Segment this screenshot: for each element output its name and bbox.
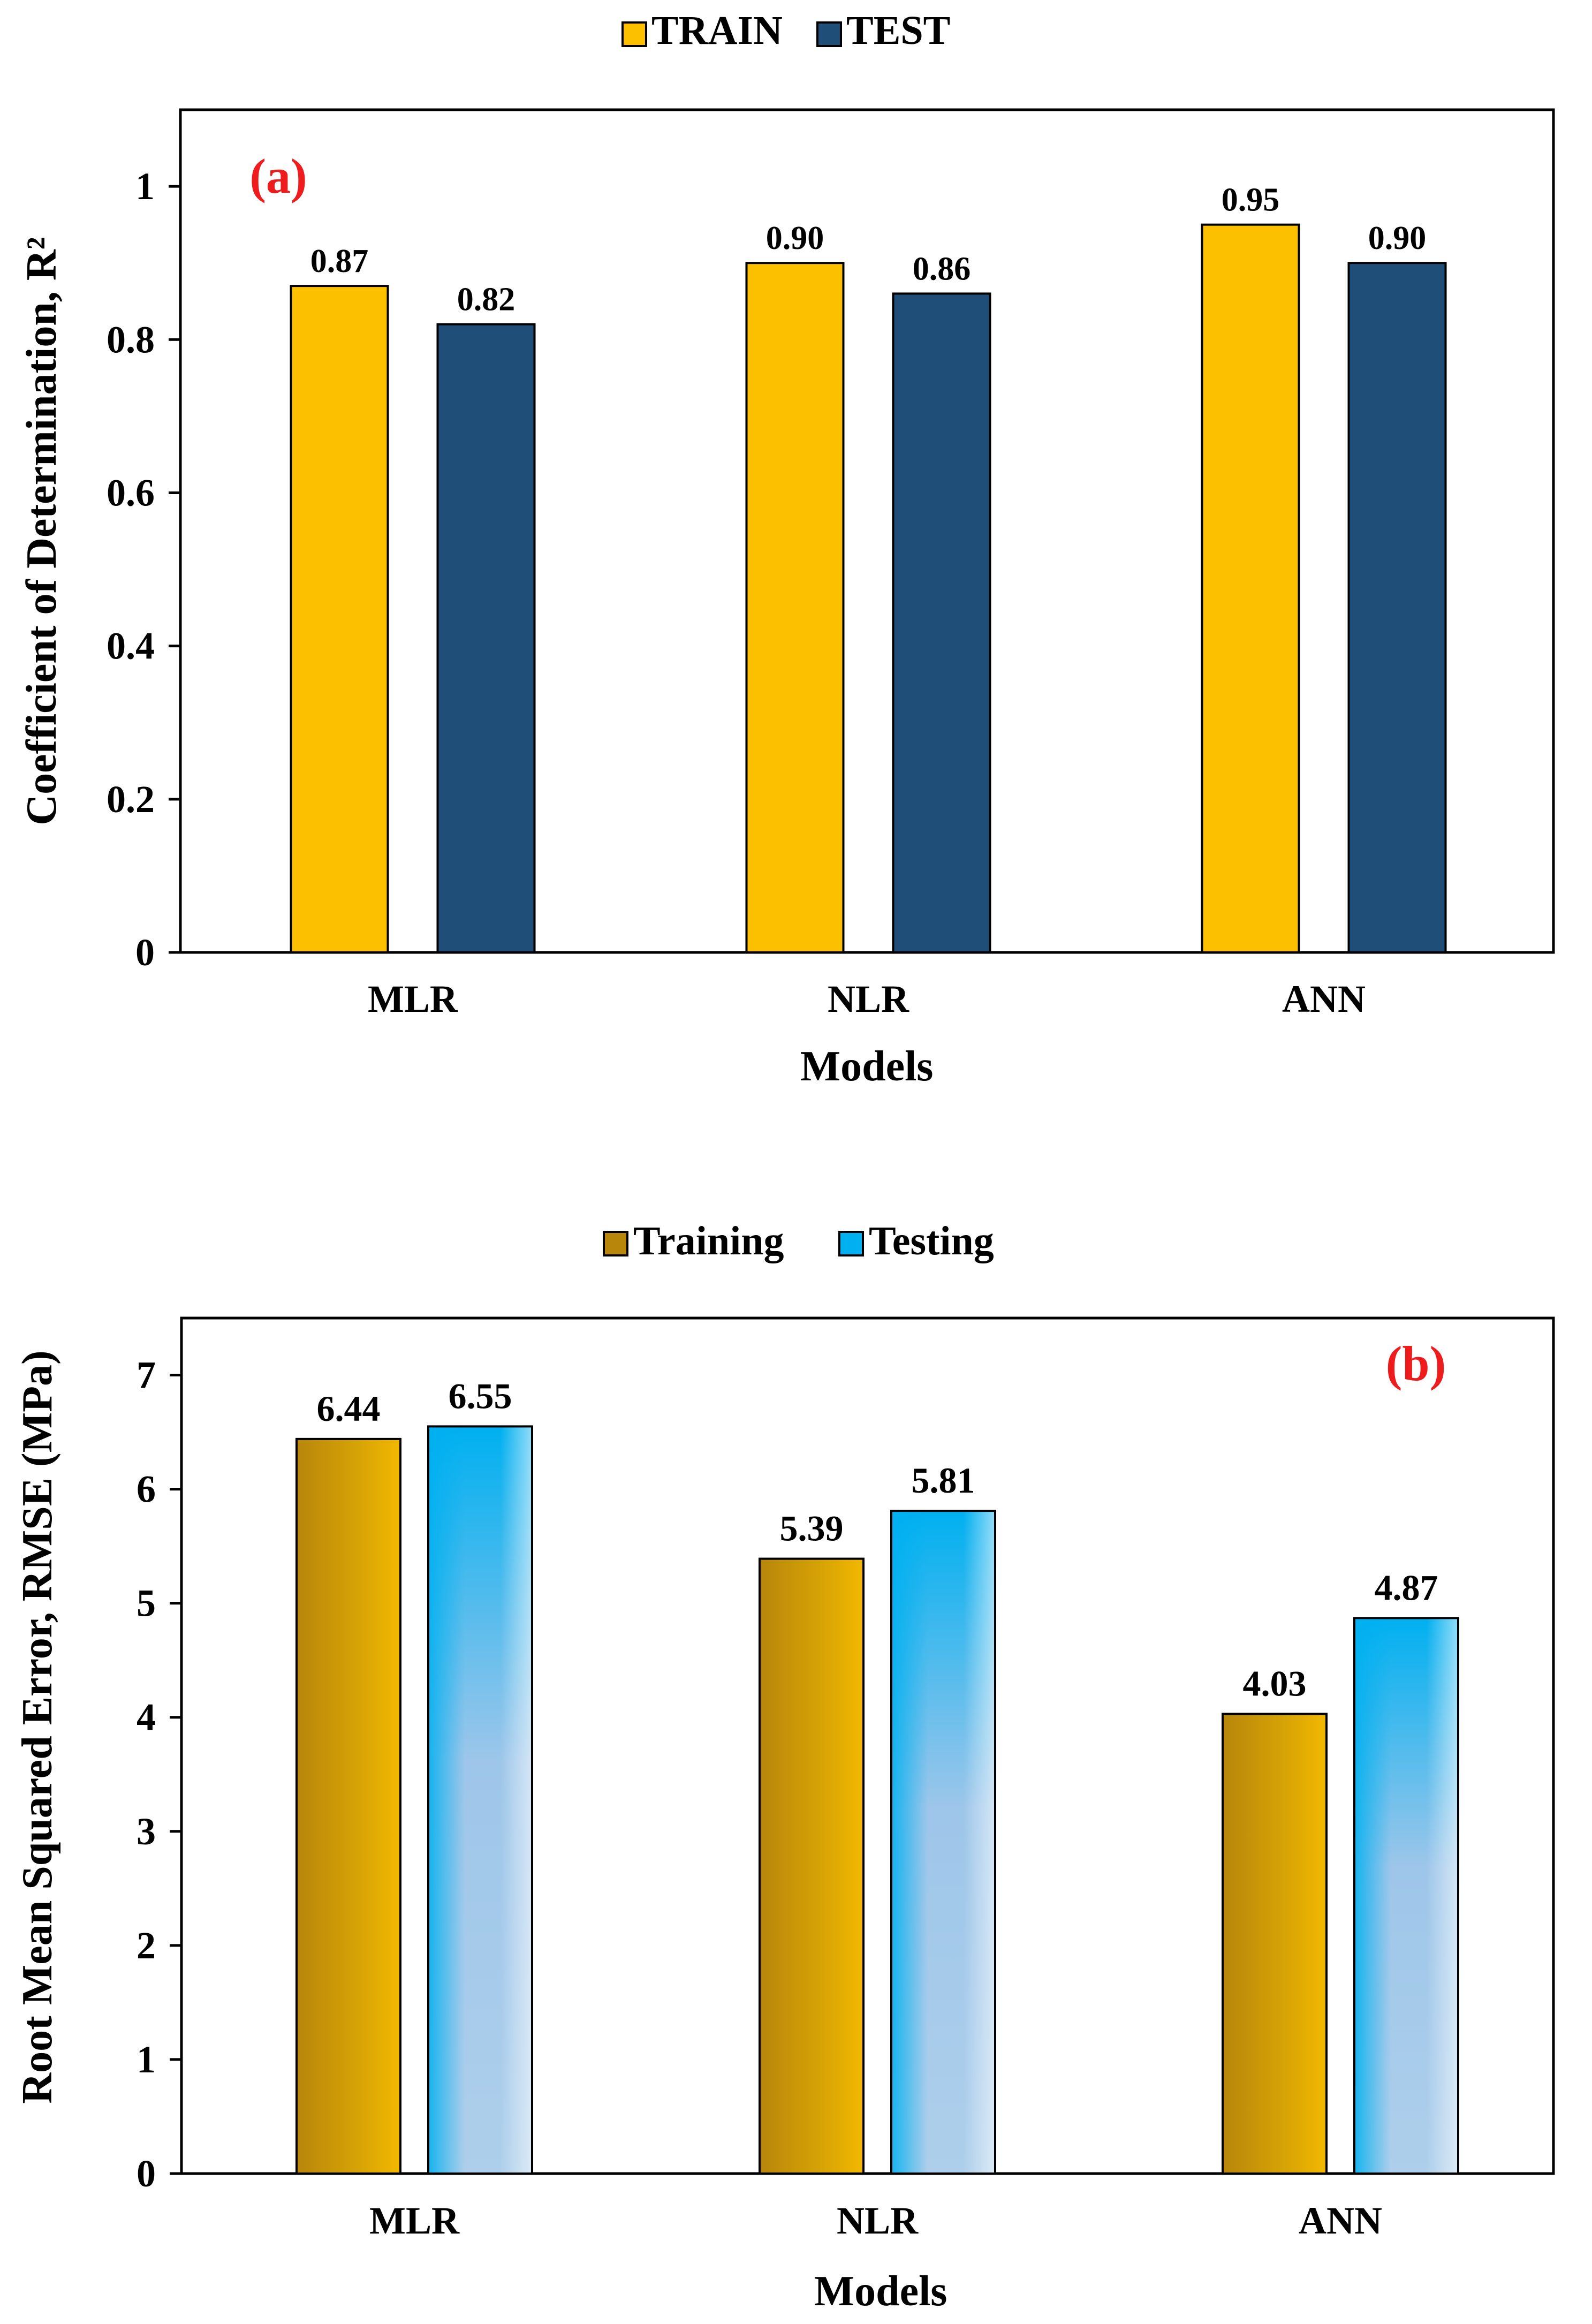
value-label-test-nlr: 0.86	[913, 251, 971, 287]
value-label-test-mlr: 0.82	[457, 282, 515, 318]
bar-testing-mlr-shading	[429, 1427, 531, 2172]
bar-train-ann	[1201, 223, 1300, 953]
bar-train-nlr	[745, 262, 845, 954]
value-label-testing-nlr: 5.81	[912, 1460, 975, 1501]
value-label-training-nlr: 5.39	[780, 1508, 844, 1549]
y-tick-label: 3	[137, 1810, 156, 1853]
panel-label-a: (a)	[249, 149, 307, 203]
value-label-train-mlr: 0.87	[310, 243, 369, 279]
legend-a: TRAIN TEST	[621, 8, 950, 53]
value-labels-a: 0.87 0.90 0.95 0.82 0.86 0.90	[310, 182, 1427, 318]
y-tick-label: 1	[135, 165, 155, 208]
x-tick-label-ann: ANN	[1282, 978, 1366, 1020]
value-label-test-ann: 0.90	[1368, 220, 1427, 256]
legend-a-swatch-train	[621, 21, 647, 47]
y-axis-title-b: Root Mean Squared Error, RMSE (MPa)	[14, 1350, 61, 2103]
y-tick-label: 0.2	[107, 778, 155, 821]
value-label-testing-mlr: 6.55	[449, 1375, 512, 1416]
chart-panel-a: TRAIN TEST 00.20.40.60.81 0.870.900.950.…	[18, 8, 1555, 1090]
bar-test-nlr	[892, 292, 991, 953]
bar-testing-ann-shading	[1355, 1619, 1457, 2172]
bars-b	[295, 1425, 1459, 2175]
x-tick-labels-a: MLR NLR ANN	[368, 978, 1366, 1020]
y-axis-title-a: Coefficient of Determination, R²	[18, 237, 65, 825]
bar-testing-nlr-shading	[892, 1512, 994, 2172]
y-tick-label: 0.8	[107, 318, 155, 361]
value-label-training-ann: 4.03	[1243, 1663, 1307, 1704]
x-tick-labels-b: MLR NLR ANN	[369, 2199, 1382, 2242]
bars-a	[290, 223, 1447, 954]
x-tick-label-nlr: NLR	[837, 2199, 919, 2242]
y-tick-label: 2	[137, 1924, 156, 1967]
legend-b: Training Testing	[603, 1218, 994, 1263]
value-label-train-nlr: 0.90	[766, 220, 824, 256]
legend-b-label-testing: Testing	[869, 1218, 994, 1263]
bar-train-mlr	[290, 285, 389, 953]
plot-area-a	[179, 108, 1555, 954]
y-tick-label: 7	[137, 1354, 156, 1397]
x-axis-title-b: Models	[814, 2268, 947, 2315]
value-labels-b: 6.44 5.39 4.03 6.55 5.81 4.87	[317, 1375, 1438, 1704]
legend-a-label-test: TEST	[846, 8, 950, 53]
bar-test-ann	[1347, 262, 1447, 954]
bar-training-mlr	[295, 1437, 401, 2175]
legend-b-swatch-testing	[838, 1231, 864, 1256]
y-tick-label: 0	[135, 931, 155, 974]
legend-b-label-training: Training	[633, 1218, 784, 1263]
y-tick-label: 5	[137, 1582, 156, 1625]
legend-b-swatch-training	[603, 1231, 628, 1256]
bar-training-nlr	[759, 1557, 865, 2175]
panel-label-b: (b)	[1386, 1336, 1446, 1391]
x-tick-label-ann: ANN	[1299, 2199, 1382, 2242]
y-axis-ticks-b: 0 1 2 3 4 5 6 7	[137, 1354, 181, 2195]
y-axis-ticks-a: 0 0.2 0.4 0.6 0.8 1	[107, 165, 180, 974]
x-tick-label-mlr: MLR	[369, 2199, 460, 2242]
x-tick-label-nlr: NLR	[828, 978, 909, 1020]
x-tick-label-mlr: MLR	[368, 978, 458, 1020]
y-tick-label: 0	[137, 2152, 156, 2195]
y-tick-label: 4	[137, 1696, 156, 1739]
y-tick-label: 0.4	[107, 625, 155, 668]
value-label-training-mlr: 6.44	[317, 1388, 381, 1429]
value-label-train-ann: 0.95	[1222, 182, 1280, 218]
bar-test-mlr	[436, 323, 536, 953]
legend-a-swatch-test	[816, 21, 842, 47]
legend-a-label-train: TRAIN	[651, 8, 783, 53]
bar-training-ann	[1222, 1713, 1328, 2175]
y-tick-label: 6	[137, 1468, 156, 1511]
y-tick-label: 0.6	[107, 471, 155, 514]
value-label-testing-ann: 4.87	[1375, 1567, 1438, 1608]
x-axis-title-a: Models	[800, 1043, 934, 1090]
y-tick-label: 1	[137, 2038, 156, 2081]
